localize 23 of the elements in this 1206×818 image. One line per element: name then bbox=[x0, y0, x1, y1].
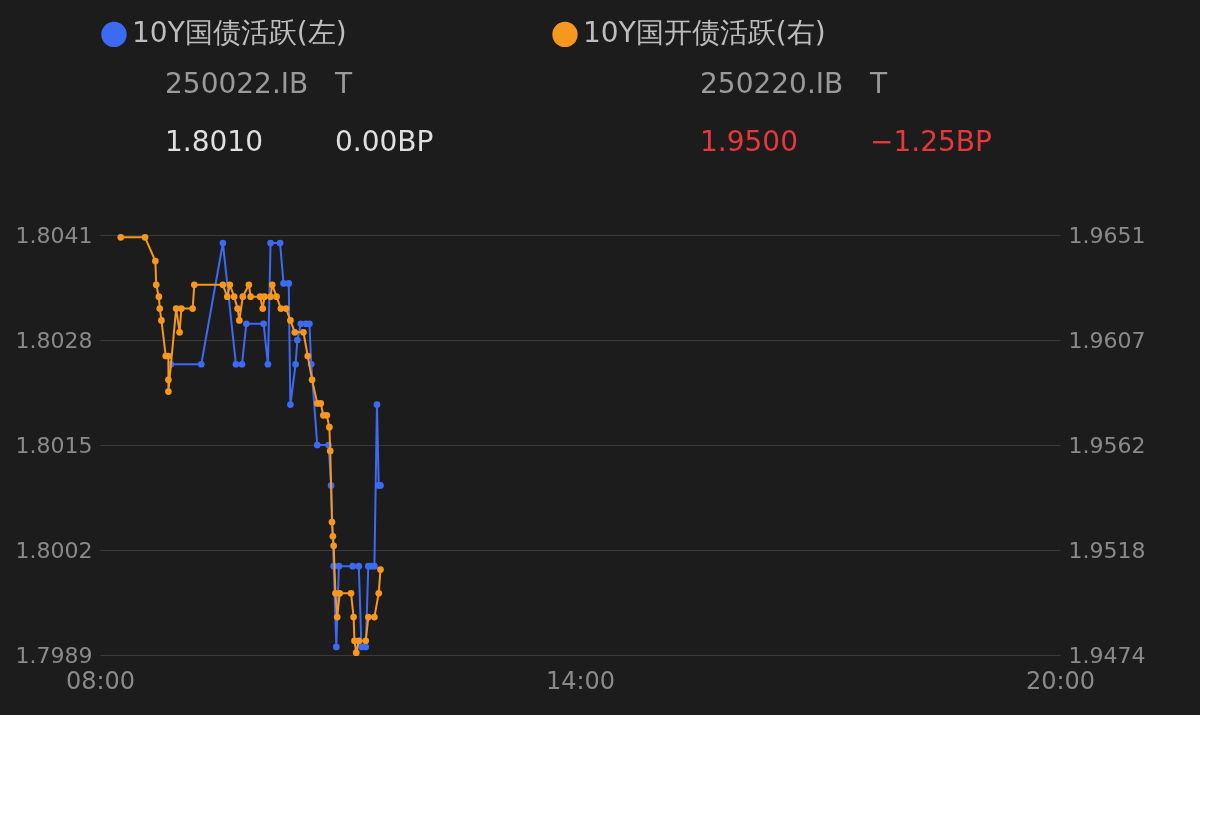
y2-tick-label: 1.9562 bbox=[1068, 432, 1146, 458]
text: T bbox=[869, 67, 888, 100]
text: 250220.IB bbox=[700, 67, 844, 100]
y-tick-label: 1.7989 bbox=[15, 642, 93, 668]
y2-tick-label: 1.9607 bbox=[1068, 327, 1146, 353]
x-tick-label: 14:00 bbox=[545, 666, 616, 695]
y-tick-label: 1.8002 bbox=[15, 537, 93, 563]
text: T bbox=[334, 67, 353, 100]
y2-tick-label: 1.9474 bbox=[1068, 642, 1146, 668]
y2-tick-label: 1.9518 bbox=[1068, 537, 1146, 563]
x-tick-label: 08:00 bbox=[65, 666, 136, 695]
text: 1.8010 bbox=[165, 125, 263, 158]
legend-label: 10Y国开债活跃(右) bbox=[583, 16, 826, 50]
text: −1.25BP bbox=[870, 125, 992, 158]
y-tick-label: 1.8028 bbox=[15, 327, 93, 353]
text: 0.00BP bbox=[335, 125, 434, 158]
legend-label: 10Y国债活跃(左) bbox=[132, 16, 347, 50]
text: 250022.IB bbox=[165, 67, 309, 100]
y-tick-label: 1.8015 bbox=[15, 432, 93, 458]
x-tick-label: 20:00 bbox=[1025, 666, 1096, 695]
text: 1.9500 bbox=[700, 125, 798, 158]
y2-tick-label: 1.9651 bbox=[1068, 222, 1146, 248]
y-tick-label: 1.8041 bbox=[15, 222, 93, 248]
